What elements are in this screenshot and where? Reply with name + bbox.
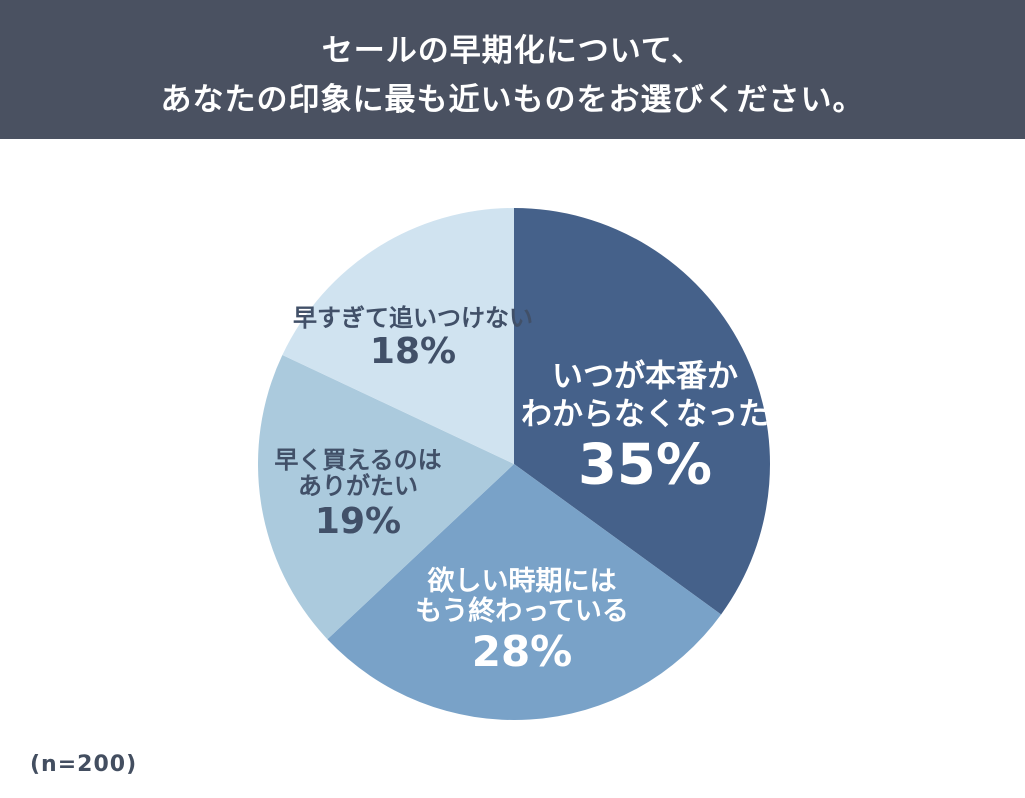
pie-slice-2 bbox=[258, 355, 514, 640]
pie-slice-0 bbox=[514, 208, 770, 615]
question-title-line2: あなたの印象に最も近いものをお選びください。 bbox=[160, 82, 865, 118]
question-header: セールの早期化について、 あなたの印象に最も近いものをお選びください。 bbox=[0, 0, 1025, 139]
slice-label-text-line: 早く買えるのは bbox=[274, 446, 442, 474]
slice-label-text-line: もう終わっている bbox=[415, 596, 629, 627]
slice-percentage: 28% bbox=[471, 627, 573, 676]
slice-label-text-line: 早すぎて追いつけない bbox=[293, 304, 533, 332]
slice-label-text-line: ありがたい bbox=[298, 472, 418, 500]
question-title-line1: セールの早期化について、 bbox=[321, 33, 704, 69]
pie-chart-area: いつが本番か わからなくなった 35% 欲しい時期には もう終わっている 28%… bbox=[0, 139, 1025, 798]
slice-percentage: 35% bbox=[577, 432, 713, 498]
slice-label-hayasugite: 早すぎて追いつけない 18% bbox=[293, 305, 533, 371]
pie-slice-1 bbox=[327, 464, 722, 720]
slice-label-text-line: わからなくなった bbox=[521, 396, 769, 433]
slice-label-text-line: 欲しい時期には bbox=[427, 566, 617, 597]
slice-percentage: 18% bbox=[369, 331, 457, 372]
pie-slice-3 bbox=[282, 208, 514, 464]
slice-label-hayaku-kaeru: 早く買えるのは ありがたい 19% bbox=[274, 447, 441, 541]
slice-label-text-line: いつが本番か bbox=[552, 358, 738, 395]
pie-chart bbox=[258, 208, 770, 720]
slice-percentage: 19% bbox=[314, 501, 402, 542]
sample-size-note: (n=200) bbox=[30, 752, 138, 777]
slice-label-itsuga-honban: いつが本番か わからなくなった 35% bbox=[521, 358, 769, 495]
slice-label-hoshii-jiki: 欲しい時期には もう終わっている 28% bbox=[415, 567, 629, 673]
